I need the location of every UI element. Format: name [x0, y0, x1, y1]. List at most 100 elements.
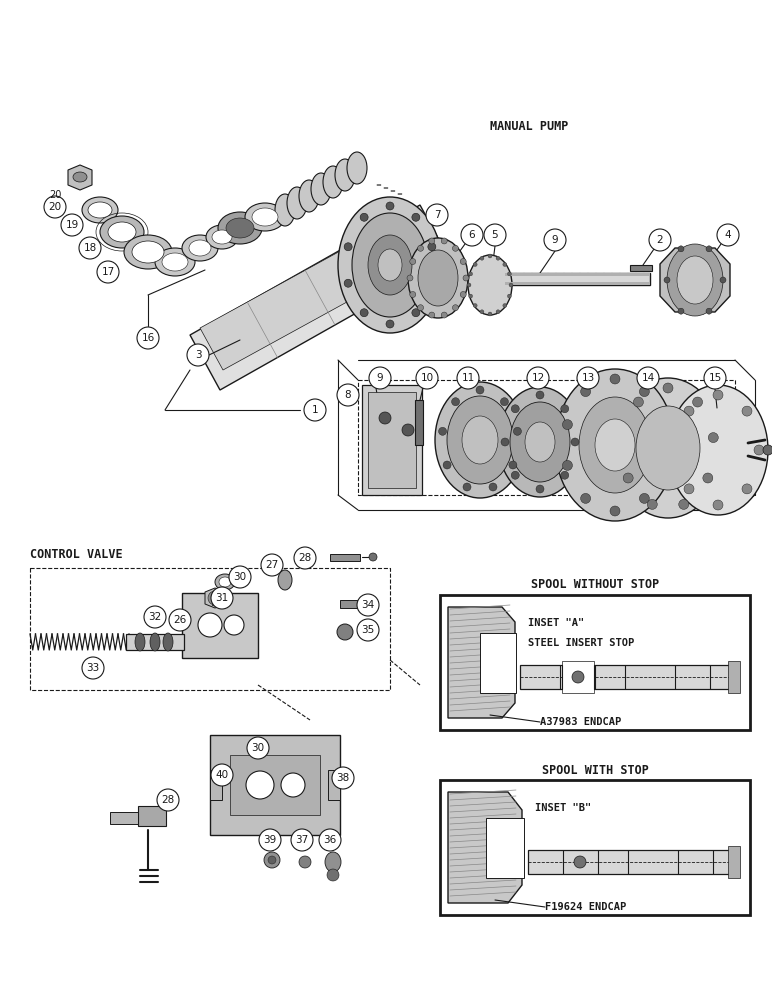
Text: 10: 10	[421, 373, 434, 383]
Ellipse shape	[428, 312, 435, 318]
Ellipse shape	[581, 493, 591, 503]
Text: 8: 8	[344, 390, 351, 400]
Ellipse shape	[311, 173, 331, 205]
Text: INSET "A": INSET "A"	[528, 618, 584, 628]
Bar	[562, 661, 594, 693]
Bar	[505, 273, 650, 285]
Circle shape	[416, 367, 438, 389]
Text: 14: 14	[642, 373, 655, 383]
Ellipse shape	[360, 213, 368, 221]
Ellipse shape	[536, 391, 544, 399]
Ellipse shape	[418, 305, 424, 311]
Circle shape	[97, 261, 119, 283]
Ellipse shape	[511, 405, 520, 413]
Ellipse shape	[507, 294, 511, 298]
Text: A37983 ENDCAP: A37983 ENDCAP	[540, 717, 621, 727]
Ellipse shape	[613, 378, 723, 518]
Circle shape	[211, 587, 233, 609]
Ellipse shape	[299, 180, 319, 212]
Ellipse shape	[476, 386, 484, 394]
Circle shape	[304, 399, 326, 421]
Bar	[440, 595, 750, 730]
Ellipse shape	[287, 187, 307, 219]
Ellipse shape	[268, 856, 276, 864]
Ellipse shape	[503, 304, 507, 308]
Polygon shape	[660, 248, 730, 312]
Text: STEEL INSERT STOP: STEEL INSERT STOP	[528, 638, 635, 648]
Text: 39: 39	[263, 835, 276, 845]
Ellipse shape	[639, 493, 649, 503]
Ellipse shape	[678, 308, 684, 314]
Bar	[440, 780, 750, 915]
Ellipse shape	[560, 471, 569, 479]
Ellipse shape	[574, 856, 586, 868]
Text: 13: 13	[581, 373, 594, 383]
Ellipse shape	[503, 262, 507, 266]
Text: 35: 35	[361, 625, 374, 635]
Ellipse shape	[428, 238, 435, 244]
Text: 28: 28	[298, 553, 312, 563]
Ellipse shape	[435, 382, 525, 498]
Text: 17: 17	[101, 267, 114, 277]
Circle shape	[544, 229, 566, 251]
Circle shape	[527, 367, 549, 389]
Ellipse shape	[124, 235, 172, 269]
Text: CONTROL VALVE: CONTROL VALVE	[30, 548, 123, 562]
Bar	[182, 593, 258, 658]
Ellipse shape	[198, 613, 222, 637]
Ellipse shape	[525, 422, 555, 462]
Circle shape	[704, 367, 726, 389]
Text: 38: 38	[337, 773, 350, 783]
Text: SPOOL WITHOUT STOP: SPOOL WITHOUT STOP	[531, 578, 659, 591]
Text: 20: 20	[49, 190, 61, 200]
Ellipse shape	[555, 369, 675, 521]
Ellipse shape	[473, 304, 477, 308]
Text: 7: 7	[434, 210, 440, 220]
Ellipse shape	[428, 243, 436, 251]
Text: 37: 37	[296, 835, 309, 845]
Ellipse shape	[560, 405, 569, 413]
Circle shape	[294, 547, 316, 569]
Bar	[528, 850, 738, 874]
Circle shape	[357, 619, 379, 641]
Polygon shape	[448, 792, 522, 903]
Text: 30: 30	[252, 743, 265, 753]
Ellipse shape	[623, 473, 633, 483]
Ellipse shape	[672, 445, 682, 455]
Ellipse shape	[488, 312, 492, 316]
Text: 16: 16	[141, 333, 154, 343]
Text: =: =	[389, 188, 395, 194]
Ellipse shape	[501, 438, 509, 446]
Text: 3: 3	[195, 350, 201, 360]
Circle shape	[461, 224, 483, 246]
Ellipse shape	[275, 194, 295, 226]
Ellipse shape	[378, 249, 402, 281]
Ellipse shape	[713, 390, 723, 400]
Ellipse shape	[443, 461, 451, 469]
Ellipse shape	[463, 483, 471, 491]
Ellipse shape	[496, 310, 500, 314]
Text: 4: 4	[725, 230, 731, 240]
Circle shape	[319, 829, 341, 851]
Ellipse shape	[647, 499, 657, 509]
Bar	[728, 661, 740, 693]
Bar	[110, 812, 138, 824]
Ellipse shape	[706, 308, 712, 314]
Text: INSET "B": INSET "B"	[535, 803, 591, 813]
Ellipse shape	[452, 305, 459, 311]
Circle shape	[332, 767, 354, 789]
Ellipse shape	[708, 433, 718, 443]
Ellipse shape	[410, 259, 416, 265]
Ellipse shape	[713, 500, 723, 510]
Circle shape	[82, 657, 104, 679]
Ellipse shape	[639, 387, 649, 397]
Bar	[212, 593, 228, 605]
Ellipse shape	[480, 310, 484, 314]
Ellipse shape	[344, 243, 352, 251]
Circle shape	[577, 367, 599, 389]
Circle shape	[259, 829, 281, 851]
Ellipse shape	[511, 471, 520, 479]
Ellipse shape	[208, 591, 222, 605]
Circle shape	[337, 384, 359, 406]
Bar	[480, 633, 516, 693]
